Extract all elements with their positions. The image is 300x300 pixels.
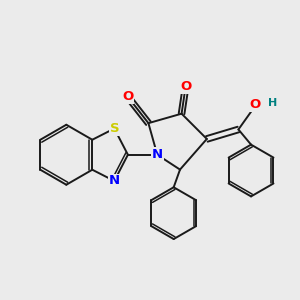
Text: O: O xyxy=(180,80,191,93)
Text: S: S xyxy=(110,122,119,135)
Text: O: O xyxy=(122,90,134,104)
Text: O: O xyxy=(249,98,260,111)
Text: H: H xyxy=(268,98,278,108)
Text: N: N xyxy=(109,174,120,188)
Text: N: N xyxy=(152,148,163,160)
